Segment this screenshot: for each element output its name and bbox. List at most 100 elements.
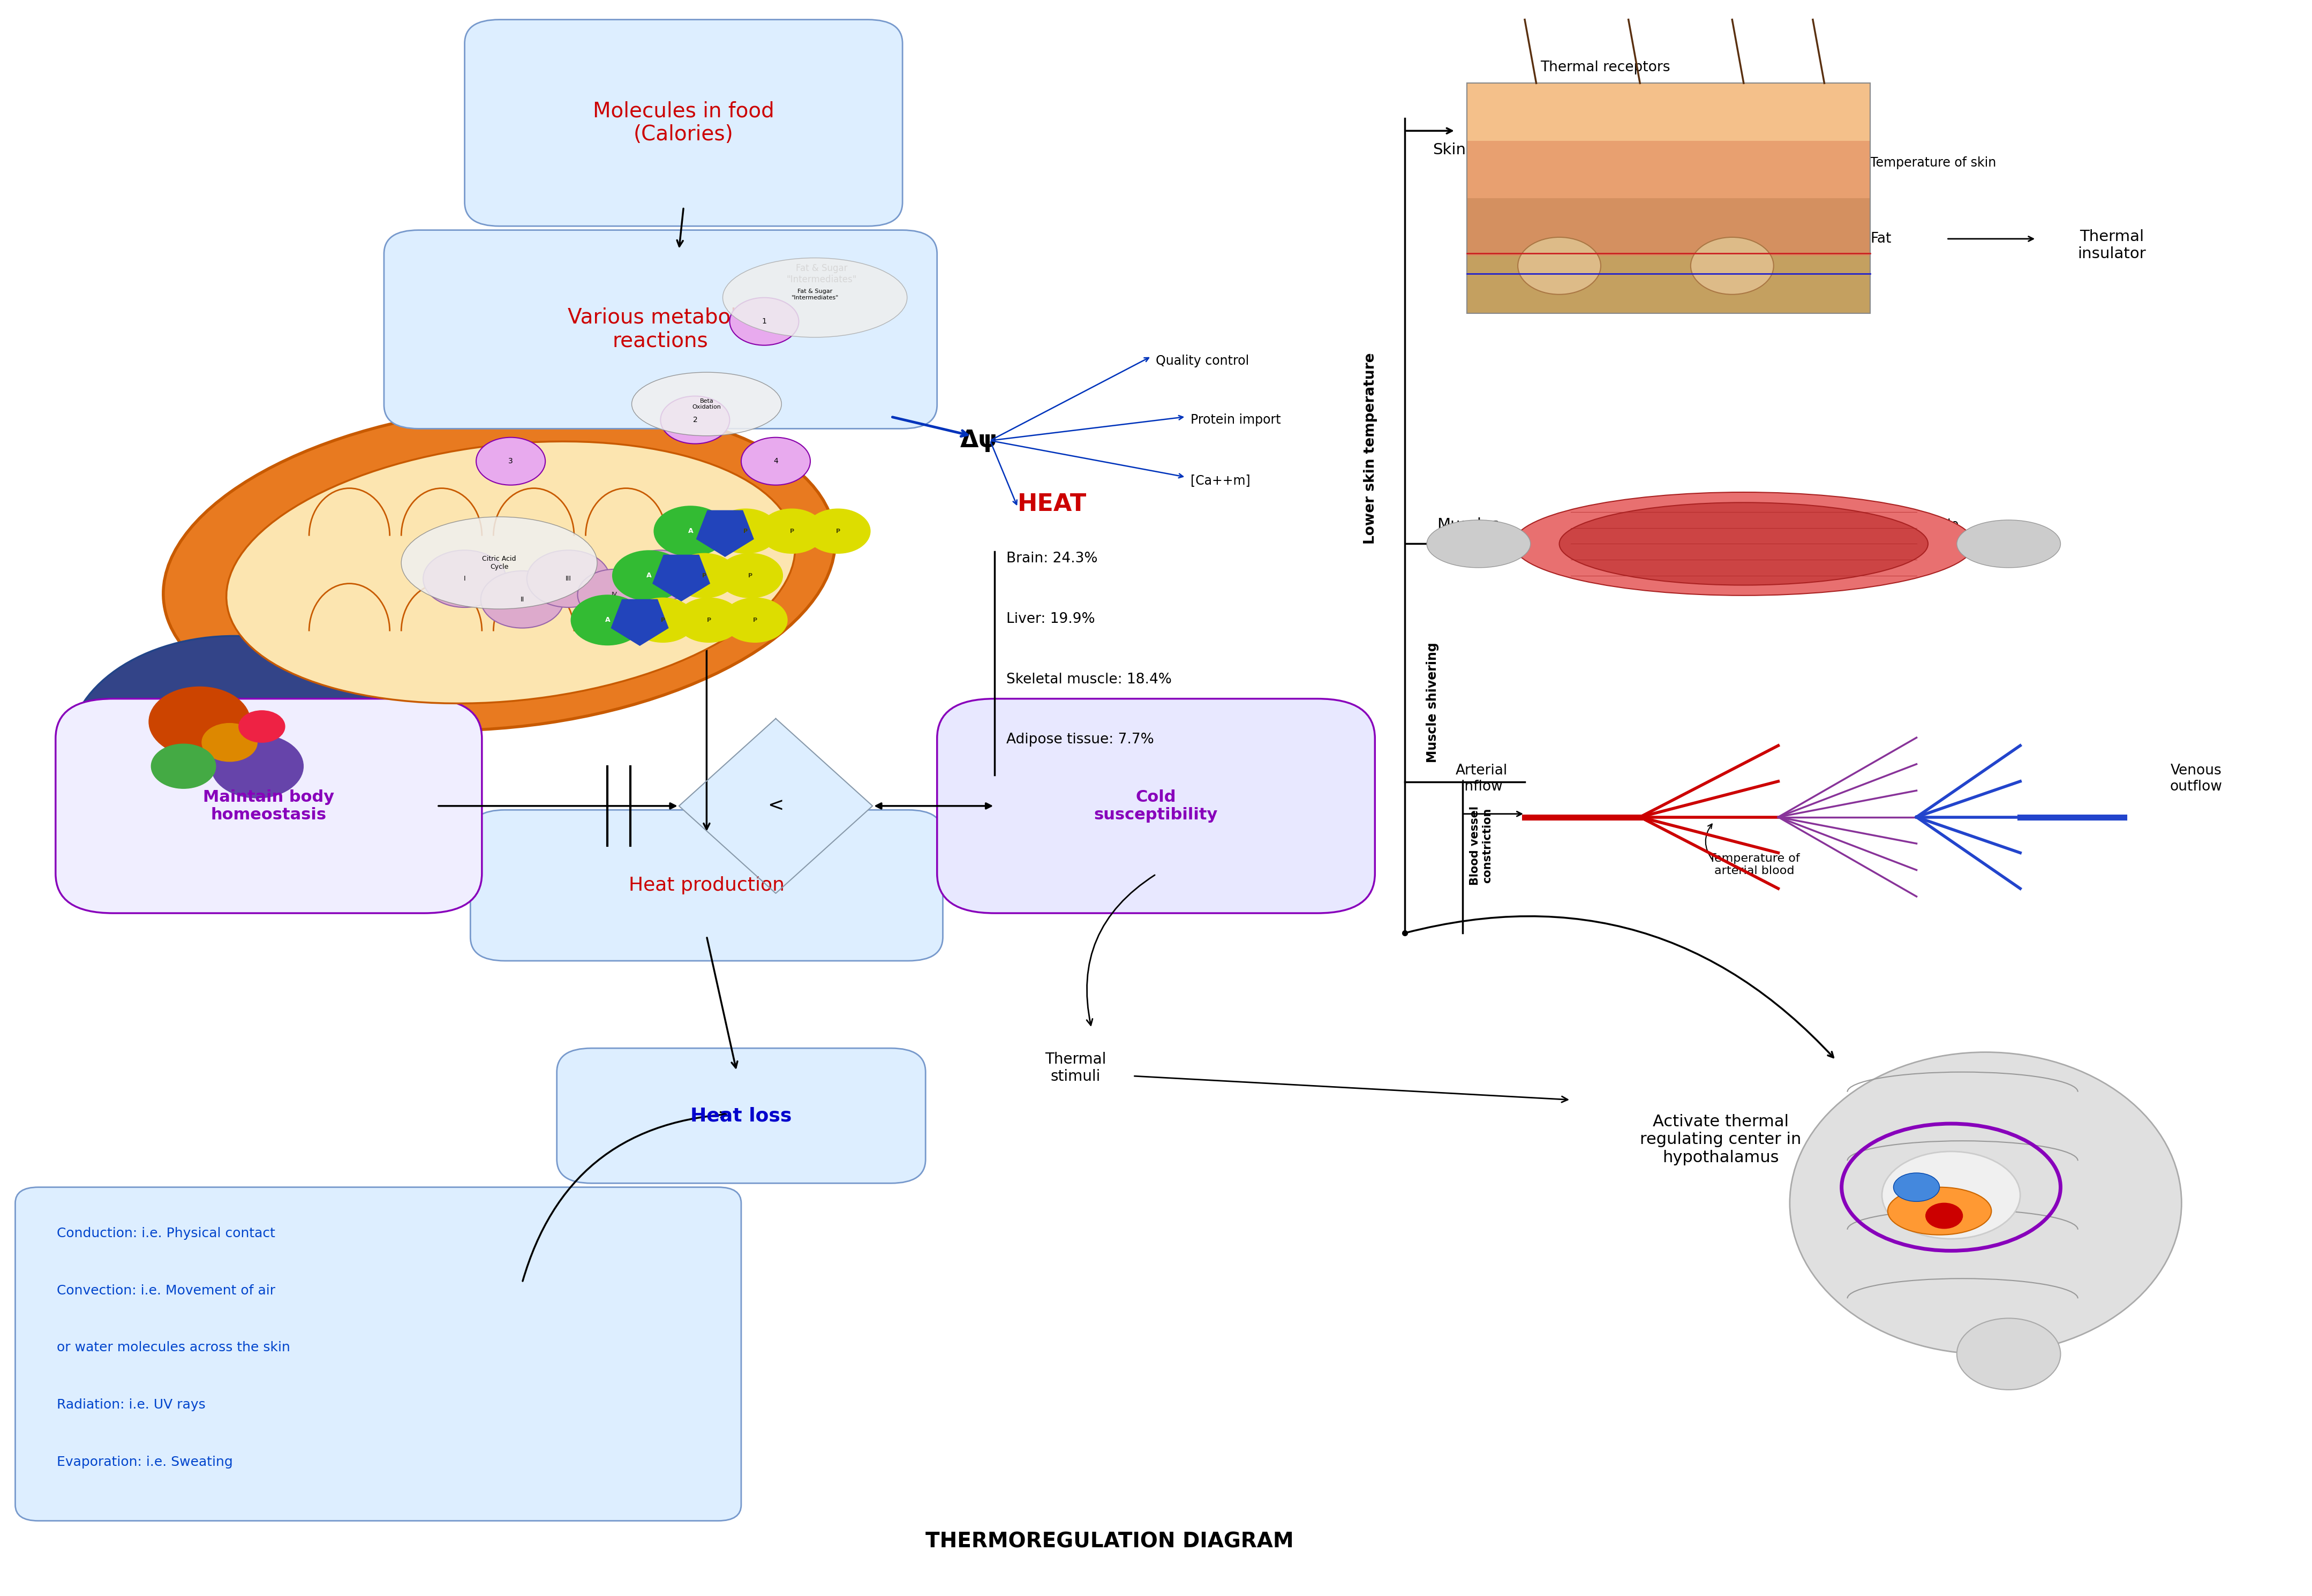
Text: Cold
susceptibility: Cold susceptibility: [1094, 788, 1218, 822]
Text: Thermal
insulator: Thermal insulator: [2078, 228, 2146, 262]
Circle shape: [761, 509, 823, 554]
Text: 1: 1: [763, 318, 768, 326]
Circle shape: [613, 551, 687, 602]
Bar: [1468, 255, 1870, 313]
Ellipse shape: [402, 517, 596, 610]
Circle shape: [719, 554, 784, 598]
Text: Fat & Sugar
"Intermediates": Fat & Sugar "Intermediates": [791, 289, 839, 300]
Text: Mitochondria: Mitochondria: [294, 616, 381, 630]
Circle shape: [201, 723, 257, 761]
Text: IV: IV: [610, 592, 617, 597]
Text: Various metabolic
reactions: Various metabolic reactions: [566, 308, 754, 351]
Text: Muscle shivering: Muscle shivering: [1427, 643, 1438, 763]
Ellipse shape: [1558, 503, 1928, 586]
FancyBboxPatch shape: [557, 1049, 925, 1183]
Ellipse shape: [1514, 492, 1974, 595]
FancyBboxPatch shape: [469, 809, 943, 961]
Text: Evaporation: i.e. Sweating: Evaporation: i.e. Sweating: [58, 1456, 234, 1468]
Ellipse shape: [1894, 1173, 1940, 1202]
Ellipse shape: [631, 372, 781, 436]
Bar: [1468, 83, 1870, 313]
Text: A: A: [606, 616, 610, 624]
Text: Maintain body
homeostasis: Maintain body homeostasis: [203, 788, 335, 822]
Ellipse shape: [1427, 520, 1531, 568]
Text: Arterial
inflow: Arterial inflow: [1457, 764, 1507, 793]
Text: P: P: [661, 618, 666, 622]
Bar: [1468, 83, 1870, 140]
Circle shape: [805, 509, 869, 554]
Text: Skeletal muscle: 18.4%: Skeletal muscle: 18.4%: [1006, 672, 1172, 686]
Circle shape: [742, 437, 809, 485]
Text: Temperature of muscle: Temperature of muscle: [1813, 519, 1958, 531]
Text: Brain: 24.3%: Brain: 24.3%: [1006, 552, 1098, 565]
Text: [Ca++m]: [Ca++m]: [1191, 474, 1251, 487]
Text: Heat loss: Heat loss: [691, 1106, 793, 1125]
Text: 3: 3: [509, 458, 513, 464]
Text: Heat production: Heat production: [629, 876, 784, 894]
Circle shape: [714, 509, 779, 554]
Text: Lower skin temperature: Lower skin temperature: [1364, 353, 1378, 544]
Bar: [1468, 198, 1870, 255]
Text: II: II: [520, 595, 525, 603]
Text: V: V: [659, 573, 664, 578]
Ellipse shape: [1956, 520, 2060, 568]
Text: Activate thermal
regulating center in
hypothalamus: Activate thermal regulating center in hy…: [1639, 1114, 1801, 1165]
FancyBboxPatch shape: [55, 699, 481, 913]
Text: P: P: [754, 618, 758, 622]
Text: Convection: i.e. Movement of air: Convection: i.e. Movement of air: [58, 1285, 275, 1298]
Text: Fat: Fat: [1870, 231, 1891, 246]
Text: Muscles: Muscles: [1438, 517, 1500, 531]
Text: A: A: [647, 571, 652, 579]
Bar: [1468, 140, 1870, 198]
Text: or water molecules across the skin: or water molecules across the skin: [58, 1341, 291, 1353]
Polygon shape: [696, 511, 754, 557]
Circle shape: [481, 571, 564, 627]
Text: 2: 2: [694, 417, 698, 423]
Circle shape: [654, 506, 728, 557]
Ellipse shape: [164, 405, 835, 731]
Text: 4: 4: [775, 458, 779, 464]
Text: Radiation: i.e. UV rays: Radiation: i.e. UV rays: [58, 1398, 206, 1411]
FancyBboxPatch shape: [936, 699, 1376, 913]
FancyBboxPatch shape: [16, 1187, 742, 1521]
Polygon shape: [610, 600, 668, 645]
Circle shape: [673, 554, 738, 598]
Ellipse shape: [1887, 1187, 1991, 1235]
Text: Skin: Skin: [1433, 142, 1466, 158]
Circle shape: [731, 297, 798, 345]
Circle shape: [631, 598, 696, 642]
Text: Molecules in food
(Calories): Molecules in food (Calories): [592, 101, 775, 145]
Text: Fat & Sugar
"Intermediates": Fat & Sugar "Intermediates": [786, 263, 858, 284]
FancyBboxPatch shape: [384, 230, 936, 429]
Circle shape: [677, 598, 742, 642]
Circle shape: [476, 437, 546, 485]
Text: P: P: [744, 528, 749, 533]
Text: A: A: [689, 528, 694, 535]
Circle shape: [238, 710, 284, 742]
Ellipse shape: [1956, 1318, 2060, 1390]
Text: Protein import: Protein import: [1191, 413, 1281, 426]
Text: Blood vessel
constriction: Blood vessel constriction: [1470, 806, 1494, 886]
Text: Conduction: i.e. Physical contact: Conduction: i.e. Physical contact: [58, 1227, 275, 1240]
Circle shape: [724, 598, 788, 642]
Circle shape: [423, 551, 506, 608]
Circle shape: [527, 551, 610, 608]
Text: HEAT: HEAT: [1017, 493, 1087, 516]
Text: P: P: [707, 618, 712, 622]
Polygon shape: [652, 555, 710, 602]
Circle shape: [624, 551, 698, 602]
Text: III: III: [566, 575, 571, 583]
Text: Beta
Oxidation: Beta Oxidation: [691, 399, 721, 410]
Circle shape: [150, 744, 215, 788]
Circle shape: [578, 570, 652, 621]
Text: THERMOREGULATION DIAGRAM: THERMOREGULATION DIAGRAM: [925, 1531, 1295, 1551]
Ellipse shape: [724, 259, 906, 337]
Text: Quality control: Quality control: [1156, 354, 1248, 367]
Circle shape: [661, 396, 731, 444]
Text: Temperature of skin: Temperature of skin: [1870, 156, 1995, 169]
Text: Temperature of
arterial blood: Temperature of arterial blood: [1709, 854, 1801, 876]
Text: Thermal receptors: Thermal receptors: [1540, 61, 1669, 75]
Text: Thermal
stimuli: Thermal stimuli: [1045, 1052, 1105, 1084]
Text: Δψ: Δψ: [959, 429, 996, 452]
Circle shape: [210, 734, 303, 798]
